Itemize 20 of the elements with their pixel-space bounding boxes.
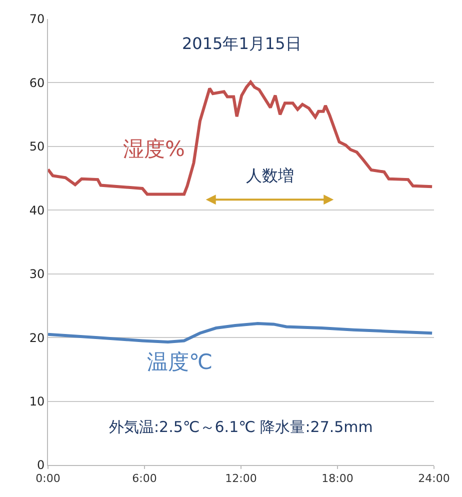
x-tick-label: 6:00 — [132, 472, 157, 486]
y-tick-label: 20 — [29, 330, 45, 345]
y-tick-label: 70 — [29, 12, 45, 26]
x-tick-label: 18:00 — [322, 472, 354, 486]
line-series — [48, 80, 434, 196]
annotation: 外気温:2.5℃～6.1℃ 降水量:27.5mm — [109, 418, 373, 436]
x-tick-label: 0:00 — [36, 472, 60, 486]
line-series — [48, 322, 434, 344]
y-tick-label: 40 — [29, 203, 45, 218]
y-tick-label: 50 — [29, 140, 45, 154]
y-tick-label: 10 — [29, 394, 45, 408]
annotation: 人数増 — [246, 166, 294, 185]
y-tick-label: 0 — [36, 458, 45, 472]
y-tick-label: 60 — [29, 76, 45, 90]
x-tick-label: 12:00 — [225, 472, 257, 486]
text: 2015年1月15日 — [182, 34, 302, 53]
series-label: 湿度% — [123, 137, 185, 161]
series-label: 温度℃ — [147, 350, 213, 374]
x-tick-label: 24:00 — [418, 472, 450, 486]
y-tick-label: 30 — [29, 267, 45, 282]
